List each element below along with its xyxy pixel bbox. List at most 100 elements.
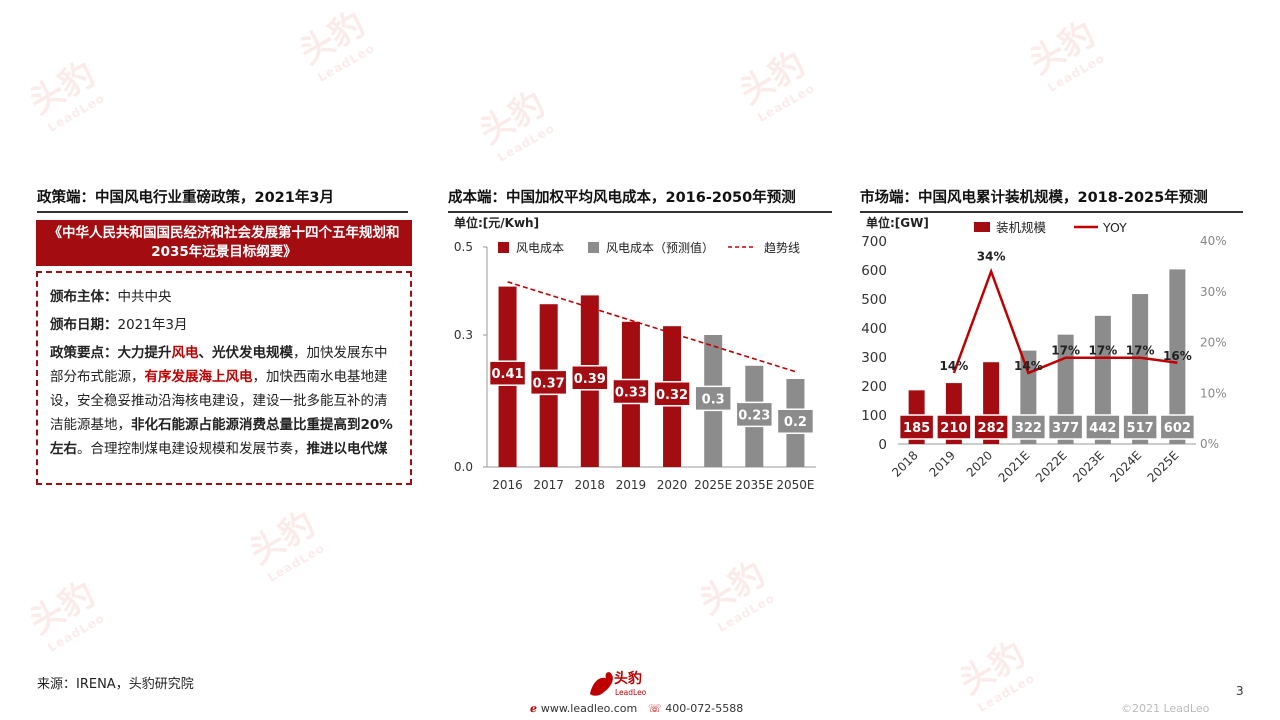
watermark-logo: 头豹 LeadLeo: [1022, 14, 1108, 95]
capacity-y-tick-label: 300: [861, 350, 887, 366]
date-value: 2021年3月: [117, 317, 188, 333]
capacity-x-tick-label: 2018: [889, 448, 920, 479]
point-seg1: 大力提升: [117, 345, 172, 361]
cost-x-tick-label: 2017: [533, 478, 564, 492]
point-seg2: 风电: [171, 345, 199, 361]
capacity-yoy-label: 17%: [1051, 344, 1080, 358]
policy-issuer: 颁布主体：中共中央: [50, 285, 398, 309]
copyright: ©2021 LeadLeo: [1121, 702, 1210, 715]
cost-data-label: 0.2: [784, 415, 807, 430]
cost-data-label-box: [694, 385, 732, 412]
watermark-logo: 头豹 LeadLeo: [732, 44, 818, 125]
cost-data-label-box: [653, 381, 691, 407]
point-seg5: 有序发展海上风电: [144, 369, 253, 385]
capacity-data-label: 185: [903, 421, 930, 436]
capacity-data-label: 602: [1164, 421, 1191, 436]
watermark-logo: 头豹 LeadLeo: [472, 84, 558, 165]
logo-subtext: LeadLeo: [615, 688, 647, 697]
watermark-logo: 头豹 LeadLeo: [952, 634, 1038, 715]
capacity-yoy-label: 34%: [977, 249, 1006, 263]
leadleo-logo: 头豹 LeadLeo: [590, 670, 647, 697]
capacity-y-tick-label: 0: [878, 437, 887, 453]
point-seg9: 推进以电代煤: [306, 441, 388, 457]
capacity-data-label-box: [936, 414, 972, 440]
cost-y-tick-label: 0.5: [454, 240, 473, 254]
legend-label-trend: 趋势线: [764, 241, 800, 255]
capacity-y-tick-label: 700: [861, 234, 887, 250]
capacity-data-label-box: [1010, 414, 1047, 440]
cost-x-tick-label: 2035E: [735, 478, 773, 492]
cost-data-label-box: [529, 369, 568, 396]
points-label: 政策要点：: [50, 345, 118, 361]
leopard-icon: [590, 672, 613, 696]
cost-data-label-box: [735, 401, 774, 428]
cost-x-tick-label: 2050E: [776, 478, 814, 492]
footer-phone[interactable]: ☏ 400-072-5588: [648, 702, 743, 715]
cost-data-label: 0.3: [702, 392, 725, 407]
capacity-yoy-line: [952, 267, 1178, 375]
logo-text: 头豹: [614, 670, 642, 687]
capacity-bar-forecast: [1094, 315, 1111, 444]
capacity-data-label-box: [973, 414, 1009, 440]
legend-swatch-capacity: [974, 222, 990, 232]
capacity-data-label: 322: [1015, 421, 1042, 436]
legend-swatch-forecast: [588, 242, 599, 253]
cost-x-tick-label: 2025E: [694, 478, 732, 492]
policy-section-title: 政策端：中国风电行业重磅政策，2021年3月: [37, 186, 408, 213]
cost-data-label-box: [612, 378, 650, 405]
cost-data-label: 0.33: [615, 385, 647, 400]
cost-plot-area: 0.0 0.3 0.5 2016 0.41 2017 0.37 2018 0.39 2019 0.3…: [454, 240, 816, 492]
cost-chart-title: 成本端：中国加权平均风电成本，2016-2050年预测: [448, 186, 832, 213]
cost-data-label: 0.37: [533, 376, 565, 391]
cost-x-tick-label: 2018: [575, 478, 606, 492]
capacity-plot-area: 0 100 200 300 400 500 600 700 0% 10% 20% 30% 40% 185 2…: [861, 234, 1226, 485]
capacity-x-tick-label: 2021E: [996, 448, 1033, 485]
cost-data-label: 0.23: [738, 408, 770, 423]
cost-x-tick-label: 2020: [657, 478, 688, 492]
capacity-y2-tick-label: 40%: [1200, 234, 1227, 248]
capacity-y-tick-label: 500: [861, 292, 887, 308]
cost-chart: 单位:[元/Kwh] 风电成本 风电成本（预测值） 趋势线 0.0 0.3 0.5 2…: [454, 215, 816, 492]
legend-label-capacity: 装机规模: [996, 220, 1047, 235]
capacity-chart: 单位:[GW] 装机规模 YOY 01002003004005006007000…: [861, 215, 1226, 485]
capacity-x-tick-label: 2022E: [1033, 448, 1070, 485]
capacity-data-label-box: [1085, 414, 1121, 440]
phone-icon: ☏: [648, 702, 666, 715]
policy-points: 政策要点：大力提升风电、光伏发电规模，加快发展东中部分布式能源，有序发展海上风电…: [50, 341, 398, 461]
capacity-y-tick-label: 400: [861, 321, 887, 337]
legend-label-actual: 风电成本: [516, 241, 564, 255]
capacity-unit-label: 单位:[GW]: [866, 215, 929, 230]
capacity-yoy-label: 14%: [1014, 359, 1043, 373]
capacity-data-label: 282: [978, 421, 1005, 436]
footer-website[interactable]: ℯ www.leadleo.com: [530, 702, 637, 715]
legend-label-forecast: 风电成本（预测值）: [606, 240, 714, 255]
policy-date: 颁布日期：2021年3月: [50, 313, 398, 337]
legend-label-yoy: YOY: [1102, 220, 1127, 235]
capacity-data-label: 377: [1052, 421, 1079, 436]
cost-x-tick-label: 2016: [492, 478, 523, 492]
website-text: www.leadleo.com: [540, 702, 638, 715]
phone-text: 400-072-5588: [665, 702, 744, 715]
capacity-x-tick-label: 2024E: [1107, 448, 1144, 485]
watermark-logo: 头豹 LeadLeo: [22, 574, 108, 655]
capacity-data-label: 442: [1089, 421, 1116, 436]
capacity-data-label-box: [898, 414, 935, 440]
cost-data-label-box: [776, 408, 815, 434]
capacity-legend: 装机规模 YOY: [974, 220, 1127, 235]
policy-box: 颁布主体：中共中央 颁布日期：2021年3月 政策要点：大力提升风电、光伏发电规…: [36, 271, 412, 485]
capacity-x-tick-label: 2023E: [1070, 448, 1107, 485]
point-seg3: 、光伏发电规模: [198, 345, 294, 361]
watermark-logo: 头豹 LeadLeo: [692, 554, 778, 635]
web-icon: ℯ: [530, 702, 541, 715]
cost-data-label-box: [571, 365, 609, 391]
capacity-data-label-box: [1159, 414, 1196, 440]
cost-y-tick-label: 0.0: [454, 460, 473, 474]
page-number: 3: [1236, 684, 1244, 698]
capacity-yoy-label: 14%: [940, 359, 969, 373]
capacity-y2-tick-label: 0%: [1200, 437, 1219, 451]
watermark-logo: 头豹 LeadLeo: [242, 504, 328, 585]
cost-data-label: 0.41: [492, 367, 524, 382]
capacity-y2-tick-label: 30%: [1200, 285, 1227, 299]
capacity-yoy-label: 16%: [1163, 349, 1192, 363]
point-seg7: 非化石能源占能源消费总量比重提高到20%左右: [50, 417, 393, 457]
